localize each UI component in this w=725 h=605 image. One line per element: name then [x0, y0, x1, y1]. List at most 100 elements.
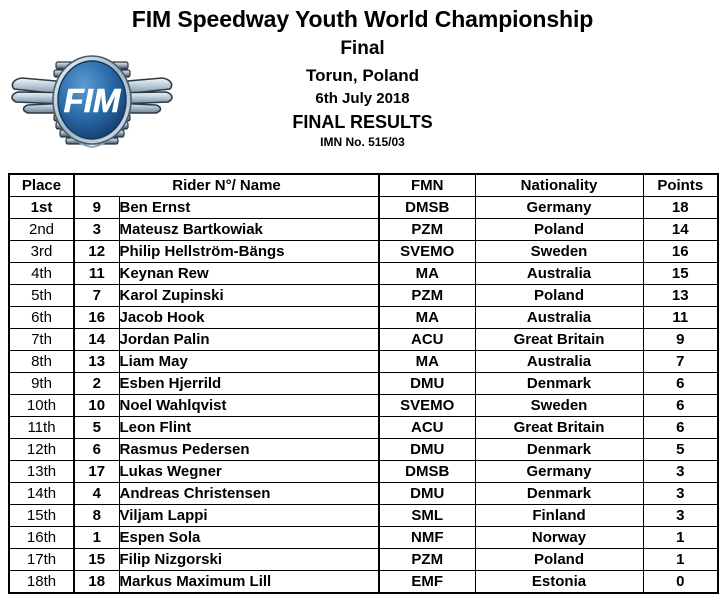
table-body: 1st 9 Ben Ernst DMSB Germany 18 2nd 3 Mateusz Ba…: [8, 196, 719, 594]
table-row[interactable]: 9th 2 Esben Hjerrild DMU Denmark 6: [8, 372, 719, 395]
cell-fmn: DMSB: [378, 196, 476, 219]
table-row[interactable]: 4th 11 Keynan Rew MA Australia 15: [8, 262, 719, 285]
cell-points: 3: [642, 482, 719, 505]
event-date: 6th July 2018: [315, 90, 410, 107]
cell-rider-number: 11: [73, 262, 120, 285]
cell-points: 13: [642, 284, 719, 307]
cell-rider-number: 9: [73, 196, 120, 219]
cell-rider-name: Leon Flint: [118, 416, 380, 439]
column-header-fmn[interactable]: FMN: [378, 173, 476, 197]
cell-rider-name: Viljam Lappi: [118, 504, 380, 527]
cell-nationality: Estonia: [474, 570, 644, 594]
cell-rider-name: Andreas Christensen: [118, 482, 380, 505]
cell-rider-name: Jordan Palin: [118, 328, 380, 351]
cell-points: 11: [642, 306, 719, 329]
cell-nationality: Great Britain: [474, 416, 644, 439]
cell-nationality: Finland: [474, 504, 644, 527]
cell-fmn: MA: [378, 306, 476, 329]
table-row[interactable]: 13th 17 Lukas Wegner DMSB Germany 3: [8, 460, 719, 483]
table-row[interactable]: 3rd 12 Philip Hellström-Bängs SVEMO Sweden 16: [8, 240, 719, 263]
table-header-row: Place Rider N°/ Name FMN Nationality Poi…: [8, 173, 719, 197]
cell-fmn: ACU: [378, 328, 476, 351]
cell-place: 17th: [8, 548, 75, 571]
cell-fmn: NMF: [378, 526, 476, 549]
table-row[interactable]: 17th 15 Filip Nizgorski PZM Poland 1: [8, 548, 719, 571]
cell-rider-name: Espen Sola: [118, 526, 380, 549]
cell-nationality: Norway: [474, 526, 644, 549]
cell-fmn: ACU: [378, 416, 476, 439]
cell-fmn: DMSB: [378, 460, 476, 483]
cell-place: 4th: [8, 262, 75, 285]
table-row[interactable]: 15th 8 Viljam Lappi SML Finland 3: [8, 504, 719, 527]
cell-place: 13th: [8, 460, 75, 483]
cell-place: 15th: [8, 504, 75, 527]
cell-place: 16th: [8, 526, 75, 549]
column-header-rider[interactable]: Rider N°/ Name: [73, 173, 380, 197]
cell-rider-name: Esben Hjerrild: [118, 372, 380, 395]
cell-points: 15: [642, 262, 719, 285]
cell-rider-number: 3: [73, 218, 120, 241]
cell-nationality: Sweden: [474, 394, 644, 417]
cell-rider-name: Rasmus Pedersen: [118, 438, 380, 461]
title-block: FIM Speedway Youth World Championship Fi…: [0, 0, 725, 151]
table-row[interactable]: 7th 14 Jordan Palin ACU Great Britain 9: [8, 328, 719, 351]
table-row[interactable]: 14th 4 Andreas Christensen DMU Denmark 3: [8, 482, 719, 505]
cell-place: 8th: [8, 350, 75, 373]
fim-logo-icon: FIM: [8, 48, 176, 158]
table-row[interactable]: 5th 7 Karol Zupinski PZM Poland 13: [8, 284, 719, 307]
cell-rider-name: Jacob Hook: [118, 306, 380, 329]
table-row[interactable]: 10th 10 Noel Wahlqvist SVEMO Sweden 6: [8, 394, 719, 417]
cell-fmn: DMU: [378, 372, 476, 395]
table-row[interactable]: 1st 9 Ben Ernst DMSB Germany 18: [8, 196, 719, 219]
results-label: FINAL RESULTS: [292, 112, 433, 132]
column-header-nationality[interactable]: Nationality: [474, 173, 644, 197]
cell-points: 6: [642, 394, 719, 417]
cell-fmn: MA: [378, 350, 476, 373]
cell-rider-number: 12: [73, 240, 120, 263]
cell-rider-number: 10: [73, 394, 120, 417]
cell-nationality: Poland: [474, 284, 644, 307]
table-row[interactable]: 16th 1 Espen Sola NMF Norway 1: [8, 526, 719, 549]
cell-points: 14: [642, 218, 719, 241]
cell-place: 18th: [8, 570, 75, 594]
cell-rider-name: Noel Wahlqvist: [118, 394, 380, 417]
cell-rider-number: 15: [73, 548, 120, 571]
table-row[interactable]: 12th 6 Rasmus Pedersen DMU Denmark 5: [8, 438, 719, 461]
cell-rider-number: 6: [73, 438, 120, 461]
cell-fmn: DMU: [378, 438, 476, 461]
cell-rider-number: 8: [73, 504, 120, 527]
cell-points: 6: [642, 416, 719, 439]
cell-rider-name: Keynan Rew: [118, 262, 380, 285]
cell-fmn: PZM: [378, 218, 476, 241]
cell-place: 3rd: [8, 240, 75, 263]
table-row[interactable]: 11th 5 Leon Flint ACU Great Britain 6: [8, 416, 719, 439]
cell-fmn: SML: [378, 504, 476, 527]
cell-place: 5th: [8, 284, 75, 307]
cell-rider-name: Markus Maximum Lill: [118, 570, 380, 594]
cell-rider-number: 18: [73, 570, 120, 594]
cell-points: 18: [642, 196, 719, 219]
document-header: FIM Speedway Youth World Championship Fi…: [0, 0, 725, 172]
cell-nationality: Australia: [474, 262, 644, 285]
cell-points: 3: [642, 460, 719, 483]
table-row[interactable]: 2nd 3 Mateusz Bartkowiak PZM Poland 14: [8, 218, 719, 241]
column-header-points[interactable]: Points: [642, 173, 719, 197]
cell-nationality: Denmark: [474, 372, 644, 395]
cell-place: 14th: [8, 482, 75, 505]
cell-rider-name: Ben Ernst: [118, 196, 380, 219]
cell-nationality: Sweden: [474, 240, 644, 263]
cell-fmn: DMU: [378, 482, 476, 505]
table-row[interactable]: 18th 18 Markus Maximum Lill EMF Estonia 0: [8, 570, 719, 594]
table-header: Place Rider N°/ Name FMN Nationality Poi…: [8, 173, 719, 197]
cell-points: 7: [642, 350, 719, 373]
cell-place: 10th: [8, 394, 75, 417]
table-row[interactable]: 6th 16 Jacob Hook MA Australia 11: [8, 306, 719, 329]
table-row[interactable]: 8th 13 Liam May MA Australia 7: [8, 350, 719, 373]
column-header-place[interactable]: Place: [8, 173, 75, 197]
cell-rider-number: 16: [73, 306, 120, 329]
cell-fmn: PZM: [378, 548, 476, 571]
cell-points: 3: [642, 504, 719, 527]
fim-logo-text: FIM: [64, 82, 122, 119]
cell-rider-number: 13: [73, 350, 120, 373]
cell-points: 1: [642, 548, 719, 571]
